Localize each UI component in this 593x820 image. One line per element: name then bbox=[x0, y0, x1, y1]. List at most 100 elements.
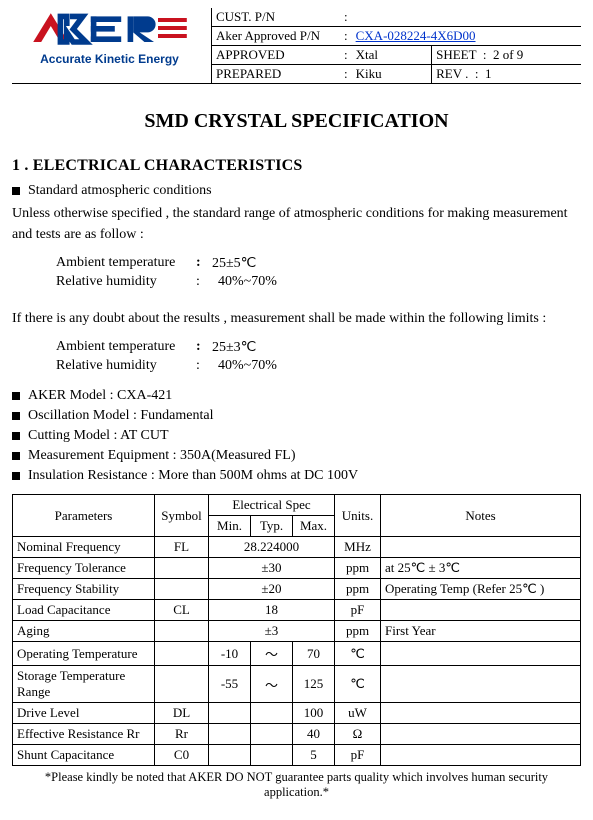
ambient-value: 25±5℃ bbox=[212, 255, 256, 272]
cell-typ bbox=[251, 745, 293, 766]
header-colon: : bbox=[340, 8, 352, 27]
ambient-temp-2: Ambient temperature : 25±3℃ bbox=[56, 339, 581, 356]
table-row: Nominal FrequencyFL28.224000MHz bbox=[13, 537, 581, 558]
kv-colon: : bbox=[196, 255, 212, 272]
model-text: Cutting Model : AT CUT bbox=[28, 428, 169, 444]
cell-param: Storage Temperature Range bbox=[13, 666, 155, 703]
cell-max: 100 bbox=[293, 703, 335, 724]
cell-units: pF bbox=[335, 600, 381, 621]
col-max: Max. bbox=[293, 516, 335, 537]
ambient-value: 25±3℃ bbox=[212, 339, 256, 356]
header-colon: : bbox=[340, 65, 352, 84]
cell-typ: ±3 bbox=[209, 621, 335, 642]
model-text: Measurement Equipment : 350A(Measured FL… bbox=[28, 448, 296, 464]
humidity-label: Relative humidity bbox=[56, 274, 196, 290]
cell-units: ℃ bbox=[335, 642, 381, 666]
tagline: Accurate Kinetic Energy bbox=[12, 52, 207, 66]
cell-typ: ～ bbox=[251, 666, 293, 703]
cell-notes bbox=[381, 745, 581, 766]
cell-symbol: FL bbox=[155, 537, 209, 558]
cell-max: 5 bbox=[293, 745, 335, 766]
header-row: Aker Approved P/N:CXA-028224-4X6D00 bbox=[212, 27, 581, 46]
cell-param: Operating Temperature bbox=[13, 642, 155, 666]
cell-typ bbox=[251, 703, 293, 724]
table-row: Frequency Stability±20ppmOperating Temp … bbox=[13, 579, 581, 600]
cell-typ: 28.224000 bbox=[209, 537, 335, 558]
header-right-label: SHEET : 2 of 9 bbox=[432, 46, 581, 65]
model-line: Oscillation Model : Fundamental bbox=[12, 408, 581, 424]
cell-symbol: CL bbox=[155, 600, 209, 621]
cell-symbol: Rr bbox=[155, 724, 209, 745]
kv-colon: : bbox=[196, 339, 212, 356]
model-line: Measurement Equipment : 350A(Measured FL… bbox=[12, 448, 581, 464]
header-label: APPROVED bbox=[212, 46, 340, 65]
bullet-icon bbox=[12, 472, 20, 480]
model-line: Cutting Model : AT CUT bbox=[12, 428, 581, 444]
model-line: Insulation Resistance : More than 500M o… bbox=[12, 468, 581, 484]
cell-typ: ～ bbox=[251, 642, 293, 666]
cell-min: -55 bbox=[209, 666, 251, 703]
cell-typ: ±30 bbox=[209, 558, 335, 579]
cell-notes: at 25℃ ± 3℃ bbox=[381, 558, 581, 579]
bullet-icon bbox=[12, 452, 20, 460]
std-conditions-label: Standard atmospheric conditions bbox=[12, 183, 581, 199]
humidity-label: Relative humidity bbox=[56, 358, 196, 374]
std-conditions-text: Standard atmospheric conditions bbox=[28, 183, 212, 199]
cell-symbol bbox=[155, 666, 209, 703]
cond-block-2: Ambient temperature : 25±3℃ Relative hum… bbox=[56, 339, 581, 374]
cell-symbol: DL bbox=[155, 703, 209, 724]
model-line: AKER Model : CXA-421 bbox=[12, 388, 581, 404]
cell-param: Shunt Capacitance bbox=[13, 745, 155, 766]
cell-notes: Operating Temp (Refer 25℃ ) bbox=[381, 579, 581, 600]
header-table: CUST. P/N:Aker Approved P/N:CXA-028224-4… bbox=[212, 8, 581, 83]
cell-units: Ω bbox=[335, 724, 381, 745]
kv-colon: : bbox=[196, 274, 212, 290]
doubt-para: If there is any doubt about the results … bbox=[12, 308, 581, 329]
model-text: Oscillation Model : Fundamental bbox=[28, 408, 213, 424]
header-block: Accurate Kinetic Energy CUST. P/N:Aker A… bbox=[12, 8, 581, 84]
cell-max: 70 bbox=[293, 642, 335, 666]
cell-notes bbox=[381, 703, 581, 724]
header-right-label: REV . : 1 bbox=[432, 65, 581, 84]
cell-param: Nominal Frequency bbox=[13, 537, 155, 558]
logo: Accurate Kinetic Energy bbox=[12, 10, 207, 66]
header-value: Kiku bbox=[352, 65, 432, 84]
cell-typ bbox=[251, 724, 293, 745]
col-symbol: Symbol bbox=[155, 495, 209, 537]
cell-notes bbox=[381, 537, 581, 558]
logo-cell: Accurate Kinetic Energy bbox=[12, 8, 212, 83]
cell-notes bbox=[381, 642, 581, 666]
header-row: PREPARED:KikuREV . : 1 bbox=[212, 65, 581, 84]
header-colon: : bbox=[340, 46, 352, 65]
table-row: Aging ±3ppmFirst Year bbox=[13, 621, 581, 642]
col-typ: Typ. bbox=[251, 516, 293, 537]
cell-min bbox=[209, 745, 251, 766]
cell-symbol bbox=[155, 621, 209, 642]
cell-units: ℃ bbox=[335, 666, 381, 703]
cell-min: -10 bbox=[209, 642, 251, 666]
cell-units: ppm bbox=[335, 579, 381, 600]
header-label: Aker Approved P/N bbox=[212, 27, 340, 46]
cell-max: 125 bbox=[293, 666, 335, 703]
cell-min bbox=[209, 703, 251, 724]
cell-notes bbox=[381, 600, 581, 621]
table-row: Load CapacitanceCL18pF bbox=[13, 600, 581, 621]
col-notes: Notes bbox=[381, 495, 581, 537]
cell-param: Aging bbox=[13, 621, 155, 642]
page-title: SMD CRYSTAL SPECIFICATION bbox=[12, 110, 581, 133]
table-row: Operating Temperature -10～70℃ bbox=[13, 642, 581, 666]
cell-units: pF bbox=[335, 745, 381, 766]
ambient-label: Ambient temperature bbox=[56, 339, 196, 356]
col-units: Units. bbox=[335, 495, 381, 537]
model-text: Insulation Resistance : More than 500M o… bbox=[28, 468, 358, 484]
cell-notes: First Year bbox=[381, 621, 581, 642]
page: Accurate Kinetic Energy CUST. P/N:Aker A… bbox=[0, 0, 593, 812]
cell-units: ppm bbox=[335, 621, 381, 642]
cell-param: Frequency Tolerance bbox=[13, 558, 155, 579]
bullet-icon bbox=[12, 412, 20, 420]
col-parameters: Parameters bbox=[13, 495, 155, 537]
table-row: Shunt CapacitanceC05pF bbox=[13, 745, 581, 766]
footnote: *Please kindly be noted that AKER DO NOT… bbox=[12, 770, 581, 800]
table-row: Storage Temperature Range -55～125℃ bbox=[13, 666, 581, 703]
cell-min bbox=[209, 724, 251, 745]
